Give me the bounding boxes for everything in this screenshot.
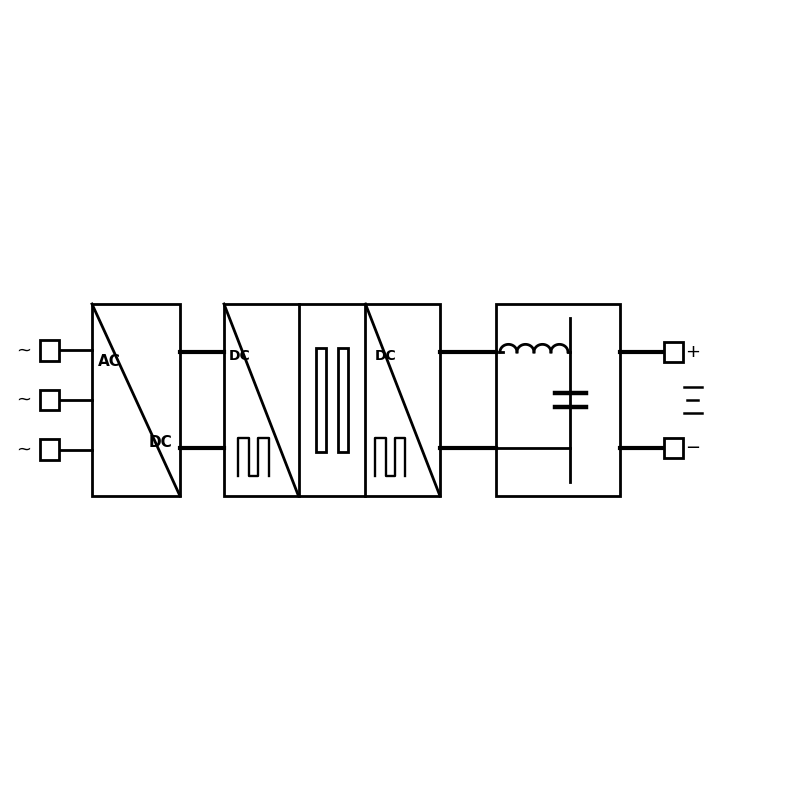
Text: ~: ~ bbox=[17, 342, 31, 359]
Bar bbox=[224, 304, 440, 496]
Text: AC: AC bbox=[98, 354, 121, 369]
Bar bbox=[40, 340, 59, 361]
Bar bbox=[338, 348, 348, 452]
Text: ~: ~ bbox=[17, 441, 31, 458]
Bar bbox=[92, 304, 180, 496]
Text: DC: DC bbox=[229, 349, 251, 363]
Bar bbox=[40, 439, 59, 460]
Bar bbox=[496, 304, 620, 496]
Text: −: − bbox=[686, 439, 700, 457]
Bar bbox=[40, 390, 59, 410]
Text: DC: DC bbox=[374, 349, 396, 363]
Text: DC: DC bbox=[149, 434, 173, 450]
Bar bbox=[664, 438, 683, 458]
Bar bbox=[316, 348, 326, 452]
Text: +: + bbox=[686, 343, 700, 361]
Text: ~: ~ bbox=[17, 391, 31, 409]
Bar bbox=[664, 342, 683, 362]
